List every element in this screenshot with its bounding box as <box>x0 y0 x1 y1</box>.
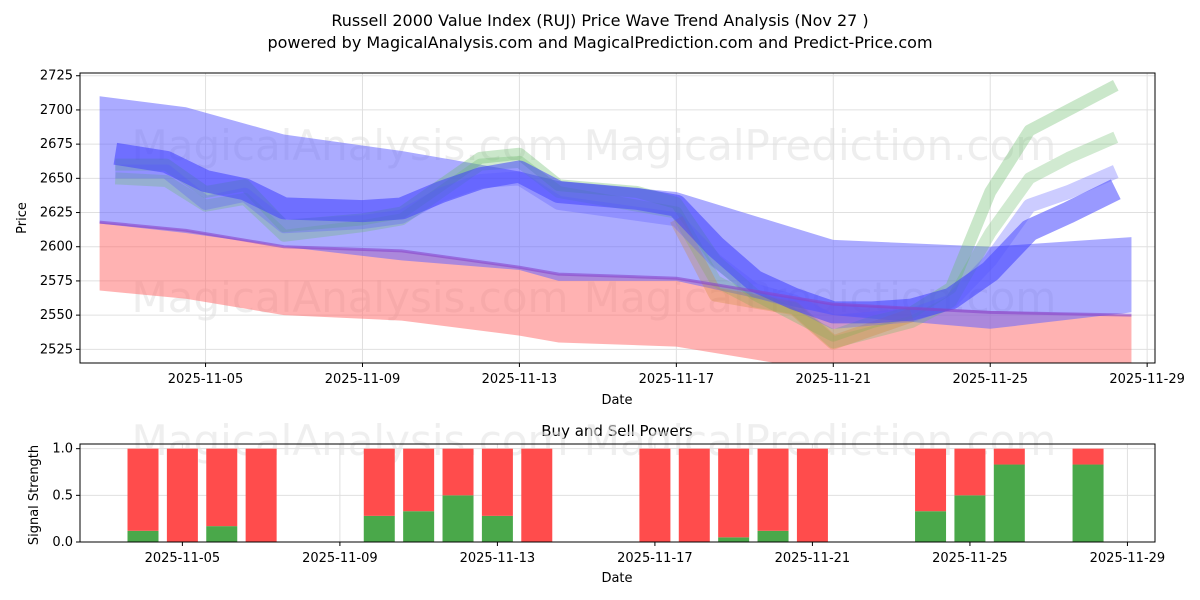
plot-frame <box>79 72 1156 364</box>
y-tick-label: 0.0 <box>52 535 73 550</box>
y-axis-label: Price <box>15 202 30 234</box>
y-tick-label: 2650 <box>40 171 73 186</box>
sell-bar <box>403 448 435 512</box>
y-tick-label: 2550 <box>40 308 73 323</box>
sell-bar <box>245 448 277 542</box>
sell-bar <box>1072 448 1104 465</box>
sell-bar <box>718 448 750 538</box>
sell-bar <box>166 448 198 542</box>
x-axis-label: Date <box>601 393 632 408</box>
blue-wide-band <box>99 96 1132 329</box>
buy-bar <box>718 537 750 542</box>
sell-bar <box>993 448 1025 465</box>
x-tick-label: 2025-11-13 <box>482 372 558 387</box>
sell-bar <box>127 448 159 531</box>
buy-bar <box>442 495 474 542</box>
y-tick-label: 2700 <box>40 103 73 118</box>
sell-bar <box>639 448 671 542</box>
y-tick-label: 2525 <box>40 342 73 357</box>
y-tick-label: 0.5 <box>52 488 73 503</box>
x-tick-label: 2025-11-09 <box>302 551 378 566</box>
x-tick-label: 2025-11-17 <box>617 551 693 566</box>
y-tick-label: 2725 <box>40 69 73 84</box>
bar-chart-title: Buy and Sell Powers <box>541 422 693 440</box>
x-tick-label: 2025-11-21 <box>775 551 851 566</box>
x-tick-label: 2025-11-25 <box>952 372 1028 387</box>
sell-bar <box>442 448 474 496</box>
sell-bar <box>954 448 986 496</box>
buy-bar <box>206 526 238 542</box>
bar-x-axis-label: Date <box>601 571 632 586</box>
blue-wave-2 <box>115 164 1119 329</box>
plot-frame <box>79 443 1156 543</box>
x-tick-label: 2025-11-05 <box>145 551 221 566</box>
buy-bar <box>954 495 986 542</box>
buy-bar <box>1072 464 1104 542</box>
x-tick-label: 2025-11-17 <box>639 372 715 387</box>
chart-title: Russell 2000 Value Index (RUJ) Price Wav… <box>331 11 868 30</box>
buy-bar <box>127 530 159 542</box>
sell-bar <box>481 448 513 516</box>
buy-bar <box>915 511 947 542</box>
y-tick-label: 2600 <box>40 240 73 255</box>
buy-bar <box>757 530 789 542</box>
sell-bar <box>521 448 553 542</box>
chart-subtitle: powered by MagicalAnalysis.com and Magic… <box>267 33 932 52</box>
sell-bar <box>678 448 710 542</box>
sell-bar <box>206 448 238 527</box>
blue-wave <box>113 142 1121 324</box>
buy-bar <box>481 515 513 542</box>
y-tick-label: 1.0 <box>52 442 73 457</box>
blue-lower-line <box>99 220 1132 317</box>
x-tick-label: 2025-11-05 <box>168 372 244 387</box>
y-tick-label: 2575 <box>40 274 73 289</box>
y-tick-label: 2625 <box>40 206 73 221</box>
y-tick-label: 2675 <box>40 137 73 152</box>
sell-bar <box>796 448 828 542</box>
buy-bar <box>363 515 395 542</box>
watermark: MagicalPrediction.com <box>584 121 1057 170</box>
sell-bar <box>363 448 395 516</box>
x-tick-label: 2025-11-25 <box>932 551 1008 566</box>
buy-bar <box>403 511 435 542</box>
x-tick-label: 2025-11-09 <box>325 372 401 387</box>
sell-bar <box>915 448 947 512</box>
buy-bar <box>993 464 1025 542</box>
sell-bar <box>757 448 789 531</box>
x-tick-label: 2025-11-29 <box>1090 551 1166 566</box>
x-tick-label: 2025-11-13 <box>460 551 536 566</box>
x-tick-label: 2025-11-29 <box>1109 372 1185 387</box>
plot-area <box>99 79 1132 363</box>
x-tick-label: 2025-11-21 <box>796 372 872 387</box>
red-band <box>99 222 1132 363</box>
bar-y-axis-label: Signal Strength <box>27 445 42 545</box>
